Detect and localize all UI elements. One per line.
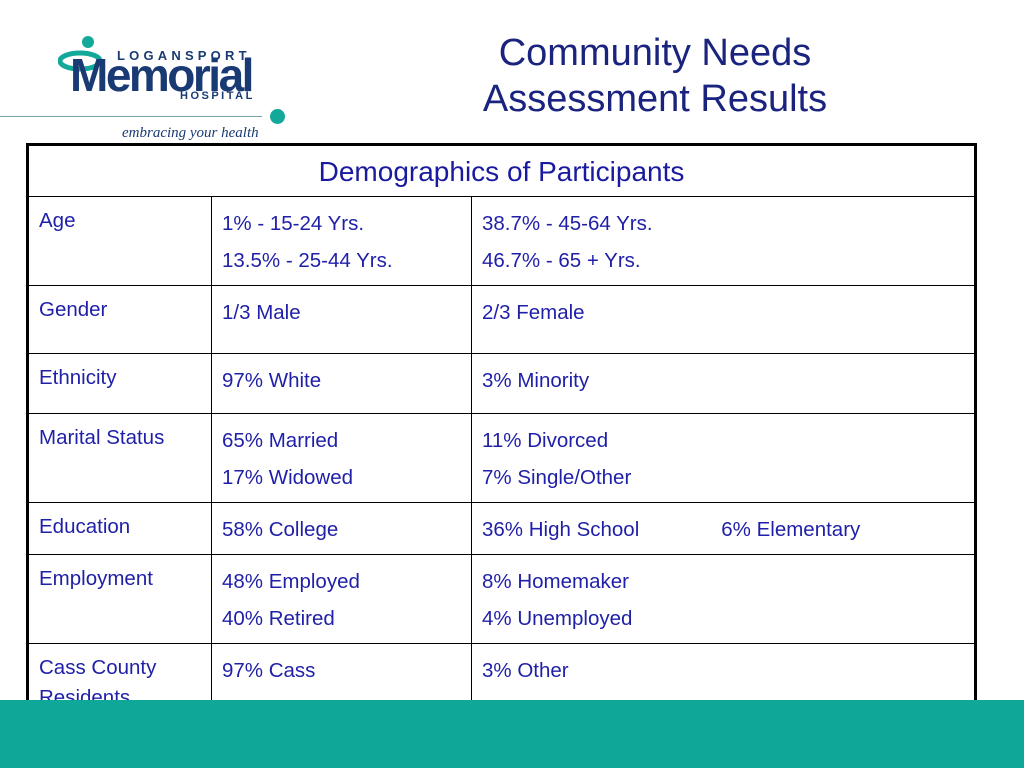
slide-title-line1: Community Needs — [498, 32, 812, 74]
cell-line: 38.7% - 45-64 Yrs. — [482, 212, 653, 235]
cell-line: 4% Unemployed — [482, 607, 633, 630]
demographics-table: Demographics of Participants Age 1% - 15… — [26, 143, 978, 722]
row-col3-marital-status: 11% Divorced 7% Single/Other — [470, 413, 977, 503]
row-col2-ethnicity: 97% White — [211, 353, 472, 414]
cell-line: 17% Widowed — [222, 466, 354, 489]
table-row: Gender 1/3 Male 2/3 Female — [27, 285, 977, 354]
row-label-marital-status: Marital Status — [27, 413, 212, 503]
table-row: Marital Status 65% Married 17% Widowed 1… — [27, 413, 977, 503]
hospital-logo: LOGANSPORT Memorial HOSPITAL embracing y… — [0, 30, 300, 145]
table-row: Ethnicity 97% White 3% Minority — [27, 353, 977, 414]
row-col3-education: 36% High School 6% Elementary — [470, 502, 977, 555]
cell-line: 36% High School 6% Elementary — [482, 511, 964, 548]
cell-line: 48% Employed — [222, 570, 360, 593]
cell-text: 6% Elementary — [721, 518, 861, 541]
logo-dot-icon — [270, 109, 285, 124]
row-label-ethnicity: Ethnicity — [27, 353, 212, 414]
table-row: Employment 48% Employed 40% Retired 8% H… — [27, 554, 977, 644]
row-col2-gender: 1/3 Male — [211, 285, 472, 354]
logo-top-text: LOGANSPORT — [117, 48, 251, 63]
row-col3-age: 38.7% - 45-64 Yrs. 46.7% - 65 + Yrs. — [470, 196, 977, 286]
row-label-age: Age — [27, 196, 212, 286]
cell-line: 3% Other — [482, 659, 569, 682]
cell-line: 1/3 Male — [222, 301, 301, 324]
cell-text: 36% High School — [482, 518, 640, 541]
row-label-employment: Employment — [27, 554, 212, 644]
cell-line: 3% Minority — [482, 369, 590, 392]
table-row: Education 58% College 36% High School 6% … — [27, 502, 977, 555]
footer-bar — [0, 700, 1024, 768]
table-row: Age 1% - 15-24 Yrs. 13.5% - 25-44 Yrs. 3… — [27, 196, 977, 286]
row-col2-marital-status: 65% Married 17% Widowed — [211, 413, 472, 503]
row-label-education: Education — [27, 502, 212, 555]
cell-line: 2/3 Female — [482, 301, 585, 324]
logo-divider — [0, 116, 262, 117]
table-header: Demographics of Participants — [26, 144, 977, 197]
slide-title: Community Needs Assessment Results — [420, 30, 890, 122]
row-col3-gender: 2/3 Female — [470, 285, 977, 354]
row-col3-ethnicity: 3% Minority — [470, 353, 977, 414]
cell-line: 58% College — [222, 518, 339, 541]
logo-figure-icon — [58, 36, 103, 72]
row-col2-employment: 48% Employed 40% Retired — [211, 554, 472, 644]
demographics-table-container: Demographics of Participants Age 1% - 15… — [26, 143, 978, 722]
cell-line: 13.5% - 25-44 Yrs. — [222, 249, 393, 272]
cell-line: 8% Homemaker — [482, 570, 629, 593]
logo-tagline: embracing your health — [122, 125, 259, 141]
cell-line: 97% White — [222, 369, 322, 392]
cell-line: 46.7% - 65 + Yrs. — [482, 249, 641, 272]
cell-line: 1% - 15-24 Yrs. — [222, 212, 365, 235]
cell-line: 97% Cass — [222, 659, 316, 682]
cell-line: 11% Divorced — [482, 429, 609, 452]
row-col2-age: 1% - 15-24 Yrs. 13.5% - 25-44 Yrs. — [211, 196, 472, 286]
table-header-row: Demographics of Participants — [26, 144, 977, 197]
row-col2-education: 58% College — [211, 502, 472, 555]
cell-line: 65% Married — [222, 429, 339, 452]
cell-line: 40% Retired — [222, 607, 335, 630]
row-col3-employment: 8% Homemaker 4% Unemployed — [470, 554, 977, 644]
cell-line: 7% Single/Other — [482, 466, 632, 489]
slide-title-line2: Assessment Results — [482, 78, 828, 120]
row-label-gender: Gender — [27, 285, 212, 354]
logo-main-text: Memorial — [70, 49, 254, 101]
logo-bottom-text: HOSPITAL — [180, 90, 255, 102]
